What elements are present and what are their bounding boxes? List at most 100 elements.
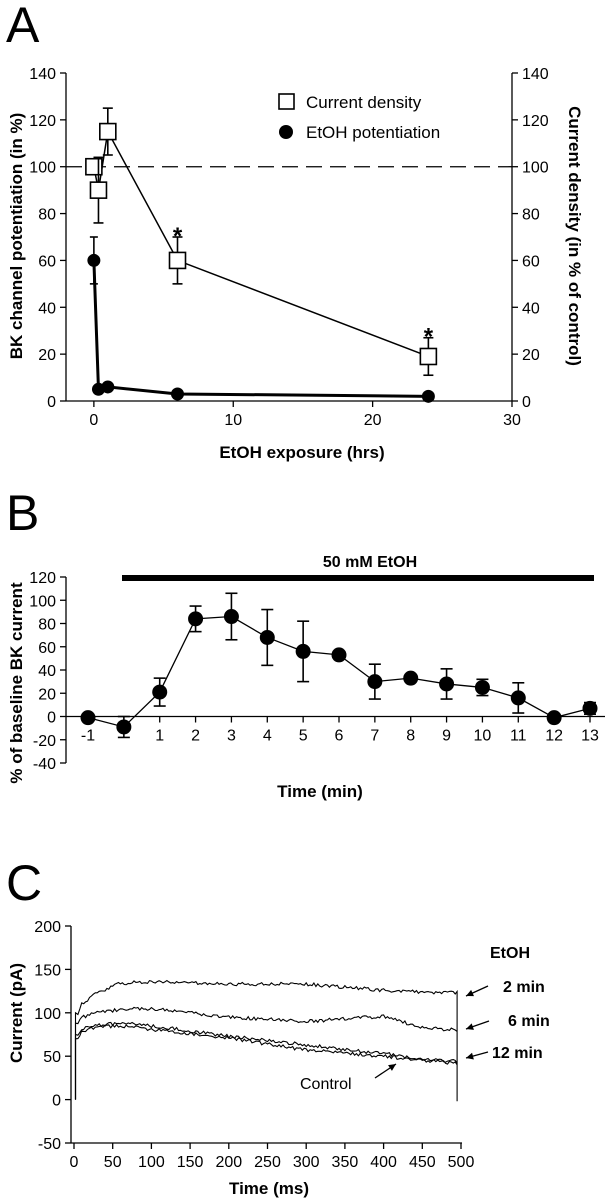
panel-a-right-y-tick-label: 80 — [522, 207, 540, 224]
current-trace-12-min — [74, 1021, 458, 1100]
panel-b-x-tick-label: 7 — [370, 728, 379, 745]
panel-a-y-tick-label: 80 — [38, 207, 56, 224]
trace-label-2-min: 2 min — [503, 979, 545, 996]
current-density-line — [93, 129, 429, 358]
panel-b-y-axis-label: % of baseline BK current — [7, 582, 26, 784]
panel-b-x-tick-label: 10 — [474, 728, 492, 745]
panel-a-x-tick-label: 0 — [89, 412, 98, 429]
panel-c-y-axis-label: Current (pA) — [7, 963, 26, 1063]
panel-c-x-tick-label: 50 — [104, 1154, 122, 1171]
current-density-point — [85, 157, 103, 176]
panel-a-axes: 0 0 20 20 40 40 60 60 80 80 100 100 120 120 140 140 0 10 2… — [29, 66, 549, 429]
trace-label-12-min-arrow-head — [466, 1052, 474, 1060]
panel-b-x-tick-label: 6 — [335, 728, 344, 745]
panel-c-x-tick-label: 150 — [177, 1154, 204, 1171]
panel-c-x-tick-label: 400 — [370, 1154, 397, 1171]
panel-b-plot — [80, 592, 598, 739]
panel-b-y-tick-label: 120 — [29, 570, 56, 587]
panel-b-x-axis-label: Time (min) — [277, 782, 363, 801]
time-course-point — [188, 611, 204, 627]
panel-a: A 0 0 20 20 40 40 60 60 80 80 100 100 120 120 140 140 0 1… — [6, 0, 584, 462]
panel-a-right-y-tick-label: 120 — [522, 113, 549, 130]
panel-c-x-tick-label: 250 — [254, 1154, 281, 1171]
etoh-potentiation-point — [421, 389, 435, 403]
panel-b-x-tick-label: 13 — [581, 728, 599, 745]
trace-legend-title: EtOH — [490, 945, 530, 962]
etoh-potentiation-point — [101, 380, 115, 394]
panel-c-y-tick-label: -50 — [38, 1136, 61, 1153]
panel-b-y-tick-label: -20 — [33, 733, 56, 750]
panel-c-x-tick-label: 0 — [70, 1154, 79, 1171]
trace-label-6-min-arrow-head — [466, 1023, 474, 1030]
panel-c-letter: C — [6, 855, 42, 911]
current-density-point — [89, 181, 108, 199]
legend-current-density: Current density — [306, 93, 422, 112]
panel-a-right-y-tick-label: 40 — [522, 300, 540, 317]
panel-b-y-tick-label: -40 — [33, 756, 56, 773]
panel-a-y-tick-label: 140 — [29, 66, 56, 83]
panel-a-x-tick-label: 30 — [503, 412, 521, 429]
time-course-point — [259, 629, 275, 645]
panel-b-x-tick-label: 3 — [227, 728, 236, 745]
panel-b-y-tick-label: 40 — [38, 663, 56, 680]
panel-b-y-tick-label: 60 — [38, 640, 56, 657]
panel-b-x-tick-label: 2 — [191, 728, 200, 745]
panel-b-x-tick-label: 8 — [406, 728, 415, 745]
current-density-point — [419, 347, 438, 366]
panel-c-y-tick-label: 150 — [34, 962, 61, 979]
time-course-line — [87, 615, 591, 728]
panel-a-y-tick-label: 40 — [38, 300, 56, 317]
panel-c-y-tick-label: 50 — [43, 1049, 61, 1066]
current-trace-control — [74, 1023, 458, 1100]
significance-asterisk: * — [424, 324, 434, 351]
panel-b-x-tick-label: 9 — [442, 728, 451, 745]
panel-c-plot: 2 min 6 min 12 min Control — [74, 979, 550, 1102]
panel-a-x-axis-label: EtOH exposure (hrs) — [219, 443, 384, 462]
time-course-point — [295, 643, 311, 659]
panel-a-y-tick-label: 120 — [29, 113, 56, 130]
panel-c-x-tick-label: 350 — [332, 1154, 359, 1171]
panel-c: C -50 0 50 100 150 200 0 50 100 150 200 250 300 350 40… — [6, 855, 550, 1198]
panel-a-y-axis-label: BK channel potentiation (in %) — [7, 113, 26, 360]
panel-b-x-tick-label: 11 — [510, 728, 527, 745]
trace-label-2-min-arrow-head — [466, 989, 474, 997]
panel-b-y-tick-label: 80 — [38, 617, 56, 634]
panel-c-x-tick-label: 200 — [215, 1154, 242, 1171]
panel-a-right-y-tick-label: 60 — [522, 253, 540, 270]
panel-a-y-tick-label: 100 — [29, 160, 56, 177]
panel-a-plot: ** — [66, 107, 512, 403]
panel-b-x-tick-label: 4 — [263, 728, 272, 745]
panel-a-right-y-tick-label: 140 — [522, 66, 549, 83]
etoh-potentiation-point — [171, 387, 184, 401]
etoh-potentiation-point — [87, 253, 101, 267]
panel-c-y-tick-label: 200 — [34, 919, 61, 936]
panel-c-x-tick-label: 100 — [138, 1154, 165, 1171]
panel-c-y-tick-label: 100 — [34, 1006, 61, 1023]
panel-b-x-tick-label: 1 — [155, 728, 164, 745]
significance-asterisk: * — [173, 223, 183, 250]
panel-a-right-y-axis-label: Current density (in % of control) — [565, 106, 584, 366]
time-course-point — [367, 674, 383, 690]
trace-label-control-arrow-head — [388, 1064, 396, 1071]
time-course-point — [116, 719, 132, 735]
time-course-point — [80, 710, 96, 726]
panel-c-x-tick-label: 450 — [409, 1154, 436, 1171]
panel-b-y-tick-label: 20 — [38, 686, 56, 703]
legend-filled-circle-marker — [279, 125, 293, 139]
panel-a-legend: Current density EtOH potentiation — [278, 93, 440, 142]
time-course-point — [546, 710, 562, 726]
time-course-point — [223, 609, 239, 625]
current-density-point — [168, 251, 187, 270]
current-trace-2-min — [74, 979, 458, 1102]
time-course-point — [152, 684, 168, 700]
panel-c-x-tick-label: 300 — [293, 1154, 320, 1171]
panel-b-x-tick-label: 5 — [299, 728, 308, 745]
current-trace-6-min — [74, 1006, 458, 1100]
panel-a-y-tick-label: 60 — [38, 253, 56, 270]
trace-label-control: Control — [300, 1076, 352, 1093]
panel-a-y-tick-label: 0 — [47, 394, 56, 411]
panel-a-x-tick-label: 20 — [364, 412, 382, 429]
